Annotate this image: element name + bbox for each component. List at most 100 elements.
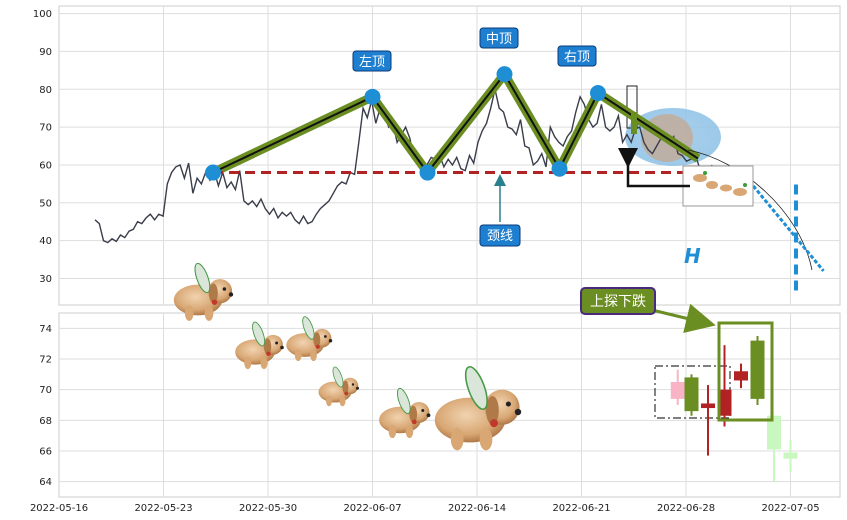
thumbnail-image — [682, 165, 754, 207]
pattern-point-marker — [419, 164, 436, 181]
dog-wing — [194, 262, 211, 294]
dog-collar — [211, 299, 218, 305]
dog-ear — [342, 380, 349, 395]
panel-frame-0 — [58, 5, 841, 306]
y-tick-label: 72 — [39, 355, 52, 366]
dog-leg — [450, 428, 464, 451]
dog-eye — [351, 383, 355, 386]
detail-panel: 上探下跌 — [173, 262, 798, 482]
dog-eye — [421, 408, 425, 413]
decorative-dog-images — [173, 262, 522, 451]
h-label: H — [684, 244, 701, 268]
pattern-point-marker — [496, 66, 513, 83]
x-tick-label: 2022-06-21 — [552, 503, 610, 514]
dog-2 — [235, 321, 284, 370]
dog-collar — [490, 419, 498, 428]
target-projection-line — [736, 166, 825, 272]
candle-body — [717, 389, 732, 416]
dog-eye — [505, 401, 511, 407]
y-tick-label: 60 — [39, 160, 52, 171]
dog-leg — [260, 356, 268, 370]
dog-collar — [266, 351, 271, 357]
x-tick-label: 2022-05-30 — [239, 503, 297, 514]
y-tick-label: 68 — [39, 416, 52, 427]
dog-ear — [486, 396, 499, 425]
y-tick-label: 40 — [39, 236, 52, 247]
x-tick-label: 2022-06-28 — [657, 503, 715, 514]
dog-4 — [318, 366, 359, 407]
dog-leg — [294, 349, 302, 362]
pattern-point-marker — [590, 85, 606, 102]
dog-nose — [356, 386, 359, 390]
breakout-arrow — [618, 148, 690, 188]
x-tick-label: 2022-07-05 — [761, 503, 819, 514]
candle-body — [670, 382, 685, 399]
y-tick-label: 50 — [39, 198, 52, 209]
label-middle-top: 中顶 — [479, 27, 519, 49]
label-neckline: 颈线 — [479, 174, 521, 247]
dog-collar — [344, 391, 349, 396]
dog-wing — [252, 321, 266, 347]
dog-leg — [479, 428, 493, 451]
y-tick-label: 90 — [39, 47, 52, 58]
x-axis-ticks: 2022-05-16 2022-05-23 2022-05-30 2022-06-07… — [30, 503, 820, 514]
dog-1 — [173, 262, 234, 321]
dog-collar — [315, 344, 320, 349]
candlesticks — [670, 336, 798, 482]
highlight-box — [717, 321, 774, 422]
pattern-point-marker — [364, 88, 381, 105]
dog-collar — [411, 419, 417, 425]
dog-leg — [388, 424, 397, 439]
dog-ear — [313, 332, 321, 348]
dog-ear — [409, 405, 418, 423]
dog-wing — [302, 316, 315, 340]
green-mini-candle — [631, 112, 637, 134]
target-curve — [687, 149, 813, 271]
dog-ear — [209, 283, 218, 304]
dog-nose — [514, 408, 522, 416]
candle-body — [684, 377, 699, 412]
candle-body — [783, 452, 798, 459]
x-tick-label: 2022-05-16 — [30, 503, 88, 514]
y-tick-label: 80 — [39, 85, 52, 96]
dog-ear — [264, 338, 272, 355]
dog-eye — [222, 287, 227, 291]
dog-eye — [275, 341, 279, 345]
svg-text:左顶: 左顶 — [359, 55, 385, 70]
pattern-point-marker — [205, 164, 221, 181]
y-tick-label: 100 — [33, 9, 52, 20]
dog-leg — [204, 305, 214, 321]
svg-text:中顶: 中顶 — [486, 32, 512, 47]
price-panel: H 左顶 中顶 右顶 颈线 — [94, 27, 825, 294]
dog-leg — [326, 395, 332, 407]
dog-leg — [310, 349, 317, 362]
label-right-top: 右顶 — [557, 45, 597, 67]
dog-nose — [228, 292, 234, 297]
y-tick-label: 70 — [39, 385, 52, 396]
pattern-markers — [205, 66, 606, 181]
candle-body — [734, 371, 748, 381]
dog-leg — [184, 305, 194, 321]
dog-5 — [379, 387, 431, 439]
dog-leg — [339, 395, 346, 407]
grid-lines — [59, 6, 840, 497]
dog-leg — [405, 424, 414, 439]
dog-wing — [464, 365, 488, 411]
dog-leg — [244, 356, 252, 370]
dog-nose — [280, 345, 284, 350]
dog-3 — [286, 316, 333, 362]
y-tick-label: 74 — [39, 324, 52, 335]
price-series-line — [94, 89, 713, 244]
dog-wing — [396, 387, 411, 415]
callout-label: 上探下跌 — [580, 287, 716, 333]
y-tick-label: 30 — [39, 274, 52, 285]
head-shoulders-pattern — [211, 69, 701, 178]
label-left-top: 左顶 — [352, 50, 392, 72]
dog-eye — [324, 335, 327, 338]
pattern-tail-core — [597, 92, 699, 160]
dog-6 — [434, 365, 522, 451]
candle-body — [767, 415, 781, 450]
y-tick-label: 64 — [39, 477, 52, 488]
dog-nose — [328, 339, 333, 343]
